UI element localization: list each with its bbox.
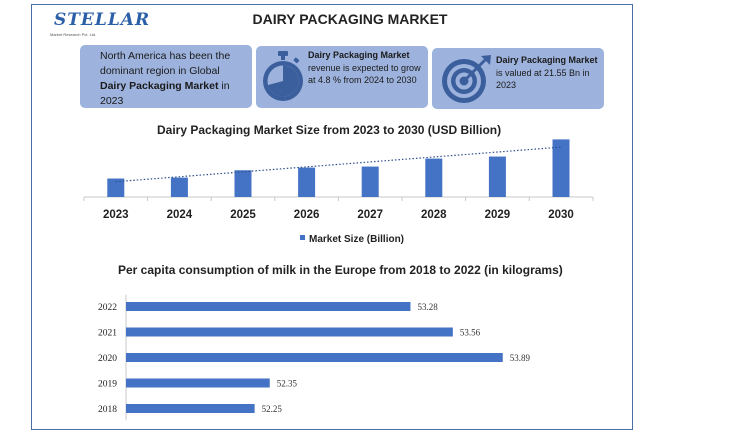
valuation-info-card: Dairy Packaging Market is valued at 21.5…: [432, 48, 604, 109]
region-info-card: North America has been the dominant regi…: [80, 45, 252, 108]
growth-info-card: Dairy Packaging Market revenue is expect…: [256, 46, 428, 108]
region-info-text: North America has been the dominant regi…: [100, 50, 231, 107]
valuation-info-text: Dairy Packaging Market is valued at 21.5…: [496, 55, 598, 90]
target-icon: [442, 55, 491, 103]
logo-subtext: Market Research Pvt. Ltd.: [50, 32, 97, 37]
stopwatch-icon: [263, 51, 303, 101]
page-title: DAIRY PACKAGING MARKET: [252, 11, 448, 27]
growth-info-text: Dairy Packaging Market revenue is expect…: [308, 50, 421, 85]
milk-consumption-chart-title: Per capita consumption of milk in the Eu…: [118, 263, 563, 277]
stellar-logo: STELLAR Market Research Pvt. Ltd.: [50, 8, 149, 44]
market-size-chart-title: Dairy Packaging Market Size from 2023 to…: [157, 123, 502, 137]
logo-text: STELLAR: [54, 10, 151, 30]
